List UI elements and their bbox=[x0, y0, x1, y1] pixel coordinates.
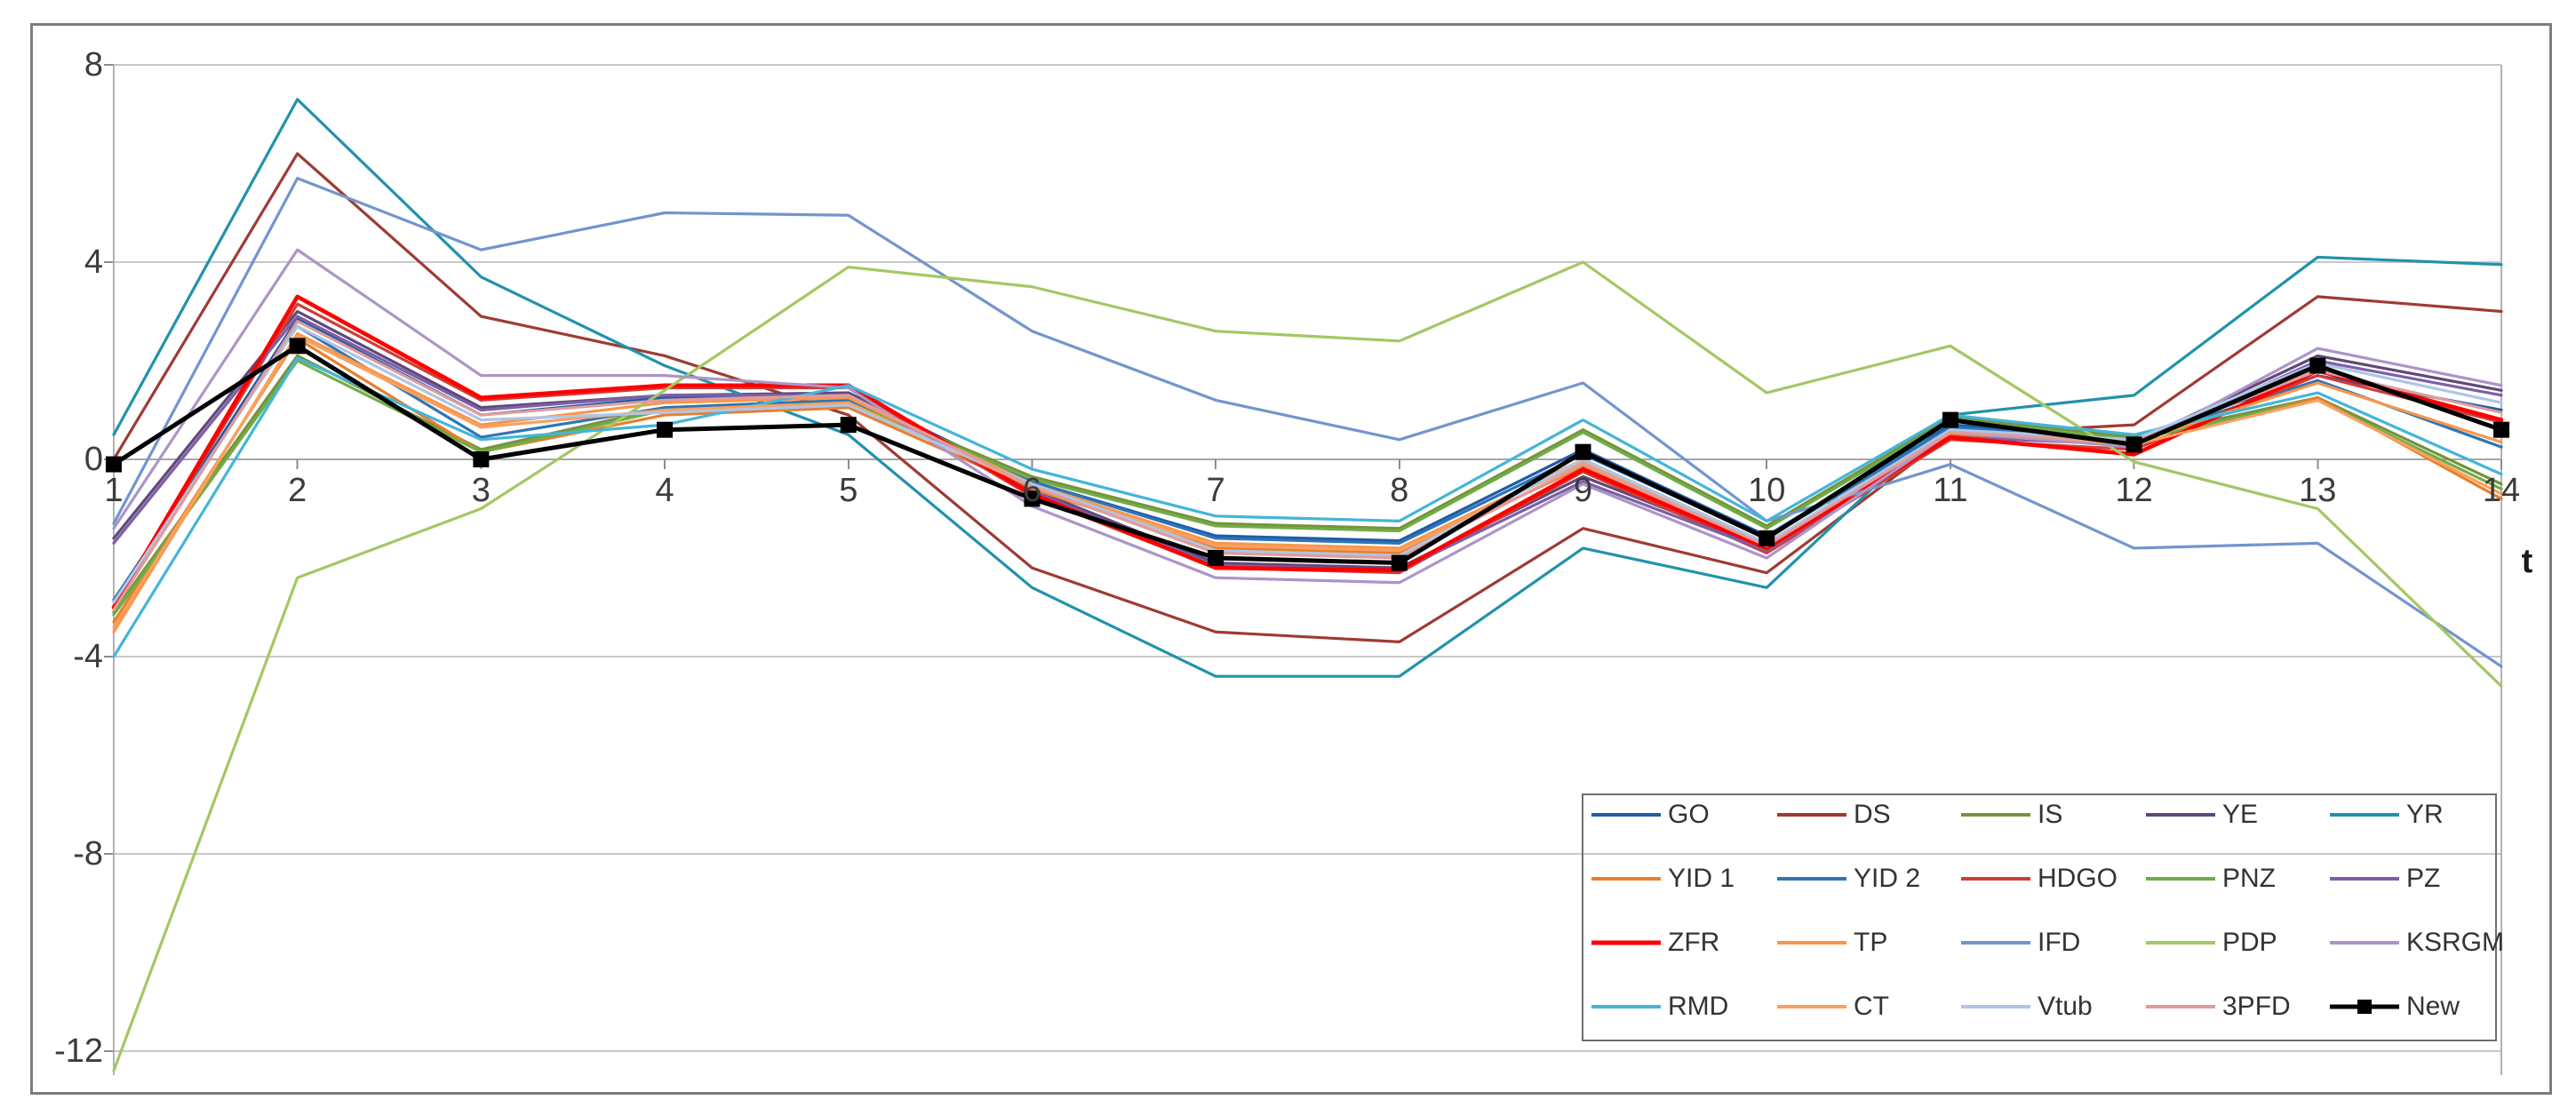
x-axis-label-10: 10 bbox=[1748, 472, 1786, 509]
legend-swatch-icon bbox=[1777, 1005, 1846, 1008]
series-marker-New bbox=[473, 451, 490, 467]
x-axis-label-3: 3 bbox=[471, 472, 490, 509]
series-marker-New bbox=[289, 338, 306, 355]
series-line-PNZ bbox=[112, 359, 2503, 617]
x-axis-label-5: 5 bbox=[839, 472, 858, 509]
x-axis-label-6: 6 bbox=[1022, 472, 1042, 509]
legend-label: CT bbox=[1854, 992, 1889, 1021]
series-line-DS bbox=[112, 152, 2503, 643]
legend-label: New bbox=[2406, 992, 2460, 1021]
legend-swatch-icon bbox=[1591, 1005, 1661, 1008]
x-axis-label-2: 2 bbox=[288, 472, 307, 509]
legend-label: YID 2 bbox=[1854, 864, 1921, 893]
series-marker-New bbox=[2493, 421, 2509, 438]
x-axis-label-1: 1 bbox=[104, 472, 124, 509]
series-line-RMD bbox=[112, 356, 2503, 658]
legend-swatch-icon bbox=[1961, 877, 2030, 881]
series-marker-New bbox=[1391, 554, 1408, 571]
legend-label: RMD bbox=[1668, 992, 1729, 1021]
series-marker-New bbox=[840, 417, 857, 434]
y-axis-label-8: 8 bbox=[84, 46, 103, 84]
series-line-KSRGM bbox=[112, 248, 2503, 585]
series-marker-New bbox=[657, 421, 674, 438]
legend-swatch-icon bbox=[1591, 813, 1661, 817]
series-line-YR bbox=[112, 98, 2503, 678]
legend-swatch-icon bbox=[1961, 1005, 2030, 1008]
legend-label: ZFR bbox=[1668, 928, 1720, 957]
y-axis-label--12: -12 bbox=[54, 1032, 103, 1070]
legend-swatch-icon bbox=[1961, 941, 2030, 945]
legend-swatch-icon bbox=[1591, 877, 1661, 881]
legend-square-marker-icon bbox=[2357, 1000, 2372, 1014]
series-line-IFD bbox=[112, 177, 2503, 668]
legend-label: TP bbox=[1854, 928, 1888, 957]
y-axis-label--8: -8 bbox=[73, 835, 103, 873]
legend-swatch-icon bbox=[1961, 813, 2030, 817]
legend-swatch-icon bbox=[2146, 1005, 2215, 1008]
y-axis-label-4: 4 bbox=[84, 243, 103, 281]
series-line-ZFR bbox=[111, 294, 2504, 610]
x-axis-label-11: 11 bbox=[1933, 472, 1968, 509]
legend-swatch-icon bbox=[1777, 813, 1846, 817]
legend-swatch-icon bbox=[2146, 941, 2215, 945]
legend-swatch-icon bbox=[1777, 877, 1846, 881]
legend-label: DS bbox=[1854, 800, 1891, 829]
x-axis-label-12: 12 bbox=[2115, 472, 2153, 509]
legend-label: PZ bbox=[2406, 864, 2441, 893]
legend-label: GO bbox=[1668, 800, 1710, 829]
legend-label: PDP bbox=[2222, 928, 2277, 957]
legend-label: 3PFD bbox=[2222, 992, 2291, 1021]
series-marker-New bbox=[1575, 443, 1591, 460]
y-axis-label-0: 0 bbox=[84, 441, 103, 478]
legend-swatch-icon bbox=[2146, 877, 2215, 881]
x-axis-label-7: 7 bbox=[1206, 472, 1225, 509]
x-axis-label-8: 8 bbox=[1390, 472, 1409, 509]
legend-label: YR bbox=[2406, 800, 2444, 829]
legend: GO DS IS YE YR YID 1 YID 2 HDGO PNZ PZ ZFR TP IFD PDP… bbox=[1582, 793, 2504, 1041]
series-marker-New bbox=[1208, 550, 1224, 566]
x-axis-title: t bbox=[2521, 543, 2533, 580]
legend-swatch-icon bbox=[2330, 813, 2399, 817]
x-axis-label-13: 13 bbox=[2299, 472, 2337, 509]
series-line-New bbox=[111, 343, 2504, 566]
legend-label: IS bbox=[2038, 800, 2063, 829]
legend-label: YID 1 bbox=[1668, 864, 1735, 893]
legend-label: HDGO bbox=[2038, 864, 2117, 893]
series-line-IS bbox=[112, 354, 2503, 614]
series-marker-New bbox=[2309, 357, 2326, 374]
legend-label: IFD bbox=[2038, 928, 2081, 957]
y-axis-label--4: -4 bbox=[73, 638, 103, 675]
legend-label: YE bbox=[2222, 800, 2259, 829]
legend-swatch-icon bbox=[2330, 941, 2399, 945]
legend-label: KSRGM bbox=[2406, 928, 2505, 957]
series-marker-New bbox=[106, 456, 122, 473]
x-axis-label-4: 4 bbox=[655, 472, 674, 509]
legend-swatch-icon bbox=[1777, 941, 1846, 945]
legend-swatch-icon bbox=[1591, 940, 1661, 945]
x-axis-label-14: 14 bbox=[2482, 472, 2521, 509]
legend-swatch-icon bbox=[2146, 813, 2215, 817]
series-marker-New bbox=[2125, 436, 2142, 453]
x-axis-label-9: 9 bbox=[1573, 472, 1593, 509]
series-marker-New bbox=[1024, 490, 1041, 507]
series-line-Vtub bbox=[112, 324, 2503, 604]
legend-label: PNZ bbox=[2222, 864, 2276, 893]
series-marker-New bbox=[1759, 530, 1775, 546]
legend-label: Vtub bbox=[2038, 992, 2093, 1021]
series-marker-New bbox=[1942, 411, 1958, 428]
legend-swatch-icon bbox=[2330, 877, 2399, 881]
